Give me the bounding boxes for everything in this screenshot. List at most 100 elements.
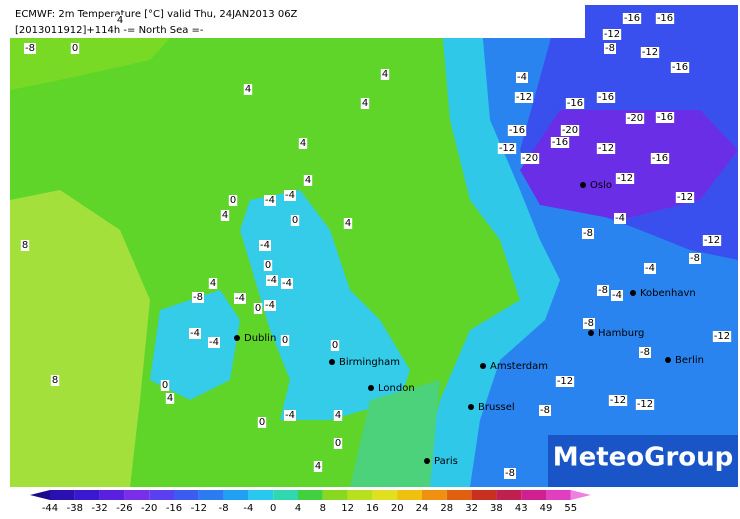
contour-label-bg xyxy=(622,13,642,24)
city-dot xyxy=(665,357,671,363)
colorbar-label: 12 xyxy=(341,503,354,514)
city-dot xyxy=(580,182,586,188)
contour-label: -12 xyxy=(677,192,693,203)
contour-label-bg xyxy=(208,337,220,348)
contour-label: 4 xyxy=(222,210,228,221)
colorbar-segment xyxy=(496,490,522,500)
contour-label-bg xyxy=(284,190,296,201)
contour-label-bg xyxy=(650,153,670,164)
colorbar-segment xyxy=(446,490,472,500)
colorbar-label: -8 xyxy=(219,503,229,514)
contour-label-bg xyxy=(281,278,293,289)
contour-label: -4 xyxy=(282,278,292,289)
contour-label-bg xyxy=(640,47,660,58)
contour-label: -4 xyxy=(265,300,275,311)
contour-label: -12 xyxy=(704,235,720,246)
contour-label-bg xyxy=(234,293,246,304)
contour-label: -4 xyxy=(267,275,277,286)
contour-label: 8 xyxy=(52,375,58,386)
colorbar-label: -26 xyxy=(116,503,132,514)
contour-label-bg xyxy=(655,13,675,24)
city-name: Brussel xyxy=(478,402,515,413)
colorbar-segment xyxy=(223,490,249,500)
contour-label-bg xyxy=(228,195,238,206)
colorbar-label: 20 xyxy=(391,503,404,514)
contour-label-bg xyxy=(259,240,271,251)
contour-label: -16 xyxy=(652,153,668,164)
warm-sea xyxy=(10,190,150,487)
map-subtitle: [2013011912]+114h -= North Sea =- xyxy=(15,25,204,36)
contour-label: -4 xyxy=(517,72,527,83)
contour-label: -12 xyxy=(604,29,620,40)
colorbar-end xyxy=(570,490,591,500)
contour-label-bg xyxy=(50,375,60,386)
contour-label-bg xyxy=(602,29,622,40)
contour-label-bg xyxy=(702,235,722,246)
contour-label-bg xyxy=(689,253,701,264)
contour-label-bg xyxy=(257,417,267,428)
colorbar-segment xyxy=(198,490,224,500)
contour-label: -12 xyxy=(714,331,730,342)
city-name: Dublin xyxy=(244,333,276,344)
contour-label: -20 xyxy=(562,125,578,136)
contour-label: -16 xyxy=(657,112,673,123)
contour-label: -8 xyxy=(605,43,615,54)
contour-label: -12 xyxy=(637,399,653,410)
contour-label-bg xyxy=(284,410,296,421)
colorbar-label: 28 xyxy=(440,503,453,514)
contour-label-bg xyxy=(264,300,276,311)
contour-label: -4 xyxy=(260,240,270,251)
contour-label: 0 xyxy=(162,380,168,391)
contour-label: 0 xyxy=(332,340,338,351)
contour-label-bg xyxy=(208,278,218,289)
contour-label-bg xyxy=(264,195,276,206)
contour-label-bg xyxy=(635,399,655,410)
city-name: Berlin xyxy=(675,355,704,366)
colorbar-label: -16 xyxy=(166,503,182,514)
city-name: Kobenhavn xyxy=(640,288,696,299)
colorbar-label: -44 xyxy=(42,503,58,514)
contour-label: -12 xyxy=(642,47,658,58)
great-britain xyxy=(240,190,410,420)
contour-label: 4 xyxy=(245,84,251,95)
contour-label-bg xyxy=(504,468,516,479)
contour-label-bg xyxy=(608,395,628,406)
city-dot xyxy=(588,330,594,336)
contour-label-bg xyxy=(192,292,204,303)
contour-label: -8 xyxy=(193,292,203,303)
contour-label-bg xyxy=(266,275,278,286)
colorbar-segment xyxy=(149,490,174,500)
contour-label-bg xyxy=(303,175,313,186)
contour-label-bg xyxy=(189,328,201,339)
contour-label: -8 xyxy=(640,347,650,358)
colorbar-label: 49 xyxy=(540,503,553,514)
contour-label-bg xyxy=(380,69,390,80)
colorbar-label: 55 xyxy=(564,503,577,514)
colorbar-segment xyxy=(273,490,298,500)
contour-label: 8 xyxy=(22,240,28,251)
contour-label: -16 xyxy=(672,62,688,73)
channel xyxy=(350,380,440,487)
contour-label-bg xyxy=(70,43,80,54)
contour-label: 0 xyxy=(72,43,78,54)
contour-label: 4 xyxy=(117,15,123,26)
contour-label: -12 xyxy=(557,376,573,387)
contour-label: 4 xyxy=(335,410,341,421)
colorbar-segment xyxy=(521,490,546,500)
contour-label: -8 xyxy=(584,318,594,329)
contour-label-bg xyxy=(330,340,340,351)
contour-label: 4 xyxy=(305,175,311,186)
contour-label: -16 xyxy=(598,92,614,103)
contour-label-bg xyxy=(360,98,370,109)
contour-label-bg xyxy=(516,72,528,83)
title-box xyxy=(10,5,585,38)
colorbar-segment xyxy=(471,490,497,500)
contour-label: -4 xyxy=(645,263,655,274)
colorbar-segment xyxy=(248,490,274,500)
contour-label: -4 xyxy=(190,328,200,339)
contour-label: 0 xyxy=(265,260,271,271)
contour-label: 4 xyxy=(167,393,173,404)
contour-label-bg xyxy=(596,143,616,154)
contour-label: 0 xyxy=(230,195,236,206)
contour-label-bg xyxy=(520,153,540,164)
